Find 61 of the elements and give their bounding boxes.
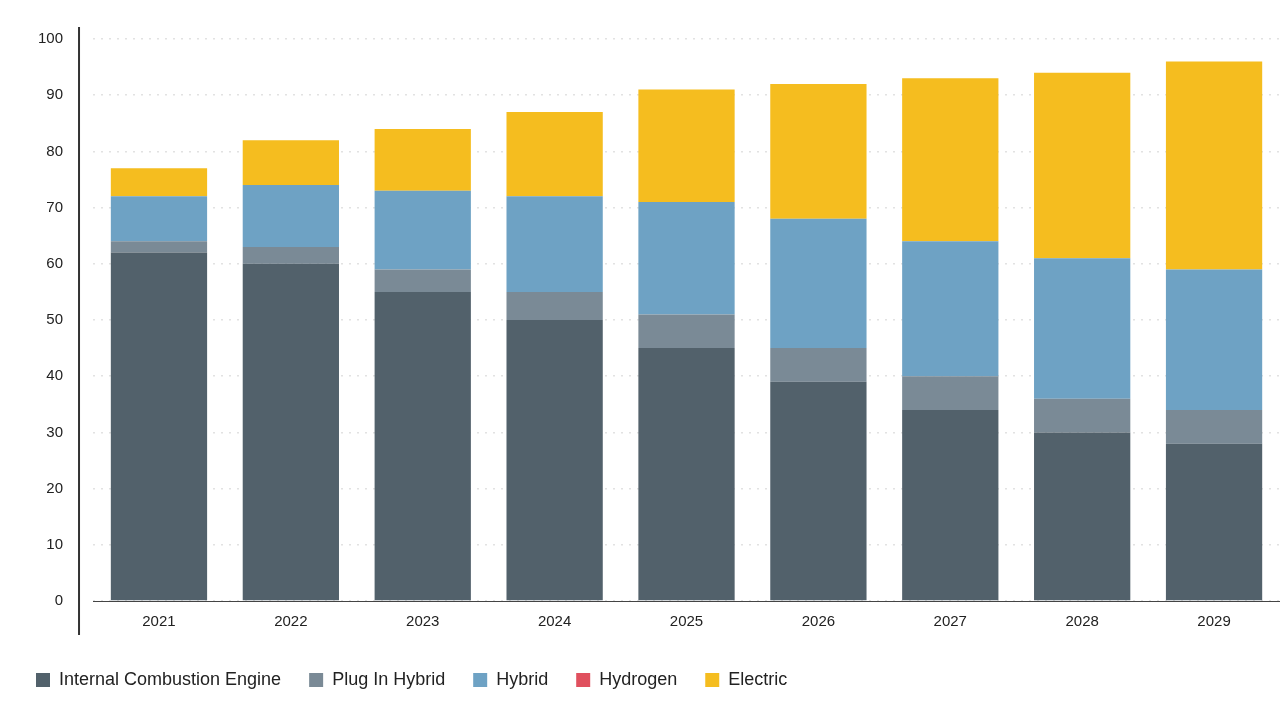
bar [638, 348, 735, 601]
y-tick-label: 40 [46, 366, 64, 384]
y-tick-label: 30 [46, 422, 64, 440]
bar [1165, 409, 1263, 444]
x-tick-label: 2023 [406, 612, 440, 630]
bar [242, 140, 339, 186]
y-tick-label: 10 [46, 534, 64, 552]
bar [638, 314, 735, 349]
x-tick-label: 2026 [801, 612, 836, 630]
y-tick-label: 80 [46, 141, 64, 159]
bar [902, 241, 999, 377]
x-tick-label: 2027 [933, 612, 967, 630]
bar [1034, 432, 1131, 601]
bar [374, 291, 471, 601]
x-tick-label: 2021 [142, 612, 176, 630]
bar [1034, 258, 1131, 399]
bar [770, 348, 867, 382]
y-tick-label: 20 [46, 478, 64, 496]
x-tick-label: 2025 [669, 612, 704, 630]
bar [1165, 443, 1263, 601]
bar [902, 376, 999, 410]
y-tick-label: 50 [46, 310, 64, 328]
bar [506, 112, 603, 197]
bar [242, 185, 339, 247]
bar [506, 196, 603, 292]
bar [1034, 72, 1131, 259]
y-tick-label: 90 [46, 85, 64, 103]
bar [110, 168, 208, 197]
y-tick-label: 60 [46, 253, 64, 271]
y-tick-label: 100 [38, 29, 64, 47]
x-tick-label: 2028 [1065, 612, 1099, 630]
legend-label: Hybrid [496, 668, 549, 689]
x-tick-label: 2024 [537, 612, 572, 630]
bar [1165, 61, 1263, 270]
x-tick-label: 2022 [274, 612, 308, 630]
bar [638, 89, 735, 202]
bar [1165, 269, 1263, 410]
y-tick-label: 0 [54, 591, 64, 609]
bar [770, 83, 867, 219]
x-tick-label: 2029 [1197, 612, 1231, 630]
legend-label: Electric [728, 668, 788, 689]
bar [506, 291, 603, 320]
bar [374, 128, 471, 191]
bar [374, 190, 471, 270]
legend-label: Hydrogen [599, 668, 678, 689]
legend-label: Plug In Hybrid [332, 668, 446, 689]
bar [374, 269, 471, 292]
bar [242, 246, 339, 264]
bar [110, 241, 208, 253]
y-tick-label: 70 [46, 197, 64, 215]
bar [902, 78, 999, 242]
bar [770, 218, 867, 349]
bar [110, 196, 208, 242]
legend-label: Internal Combustion Engine [59, 668, 282, 689]
bar [242, 263, 339, 601]
bar [1034, 398, 1131, 433]
bar [770, 381, 867, 601]
bar [638, 201, 735, 315]
bar [506, 320, 603, 601]
bar [902, 409, 999, 601]
bar [110, 252, 208, 601]
